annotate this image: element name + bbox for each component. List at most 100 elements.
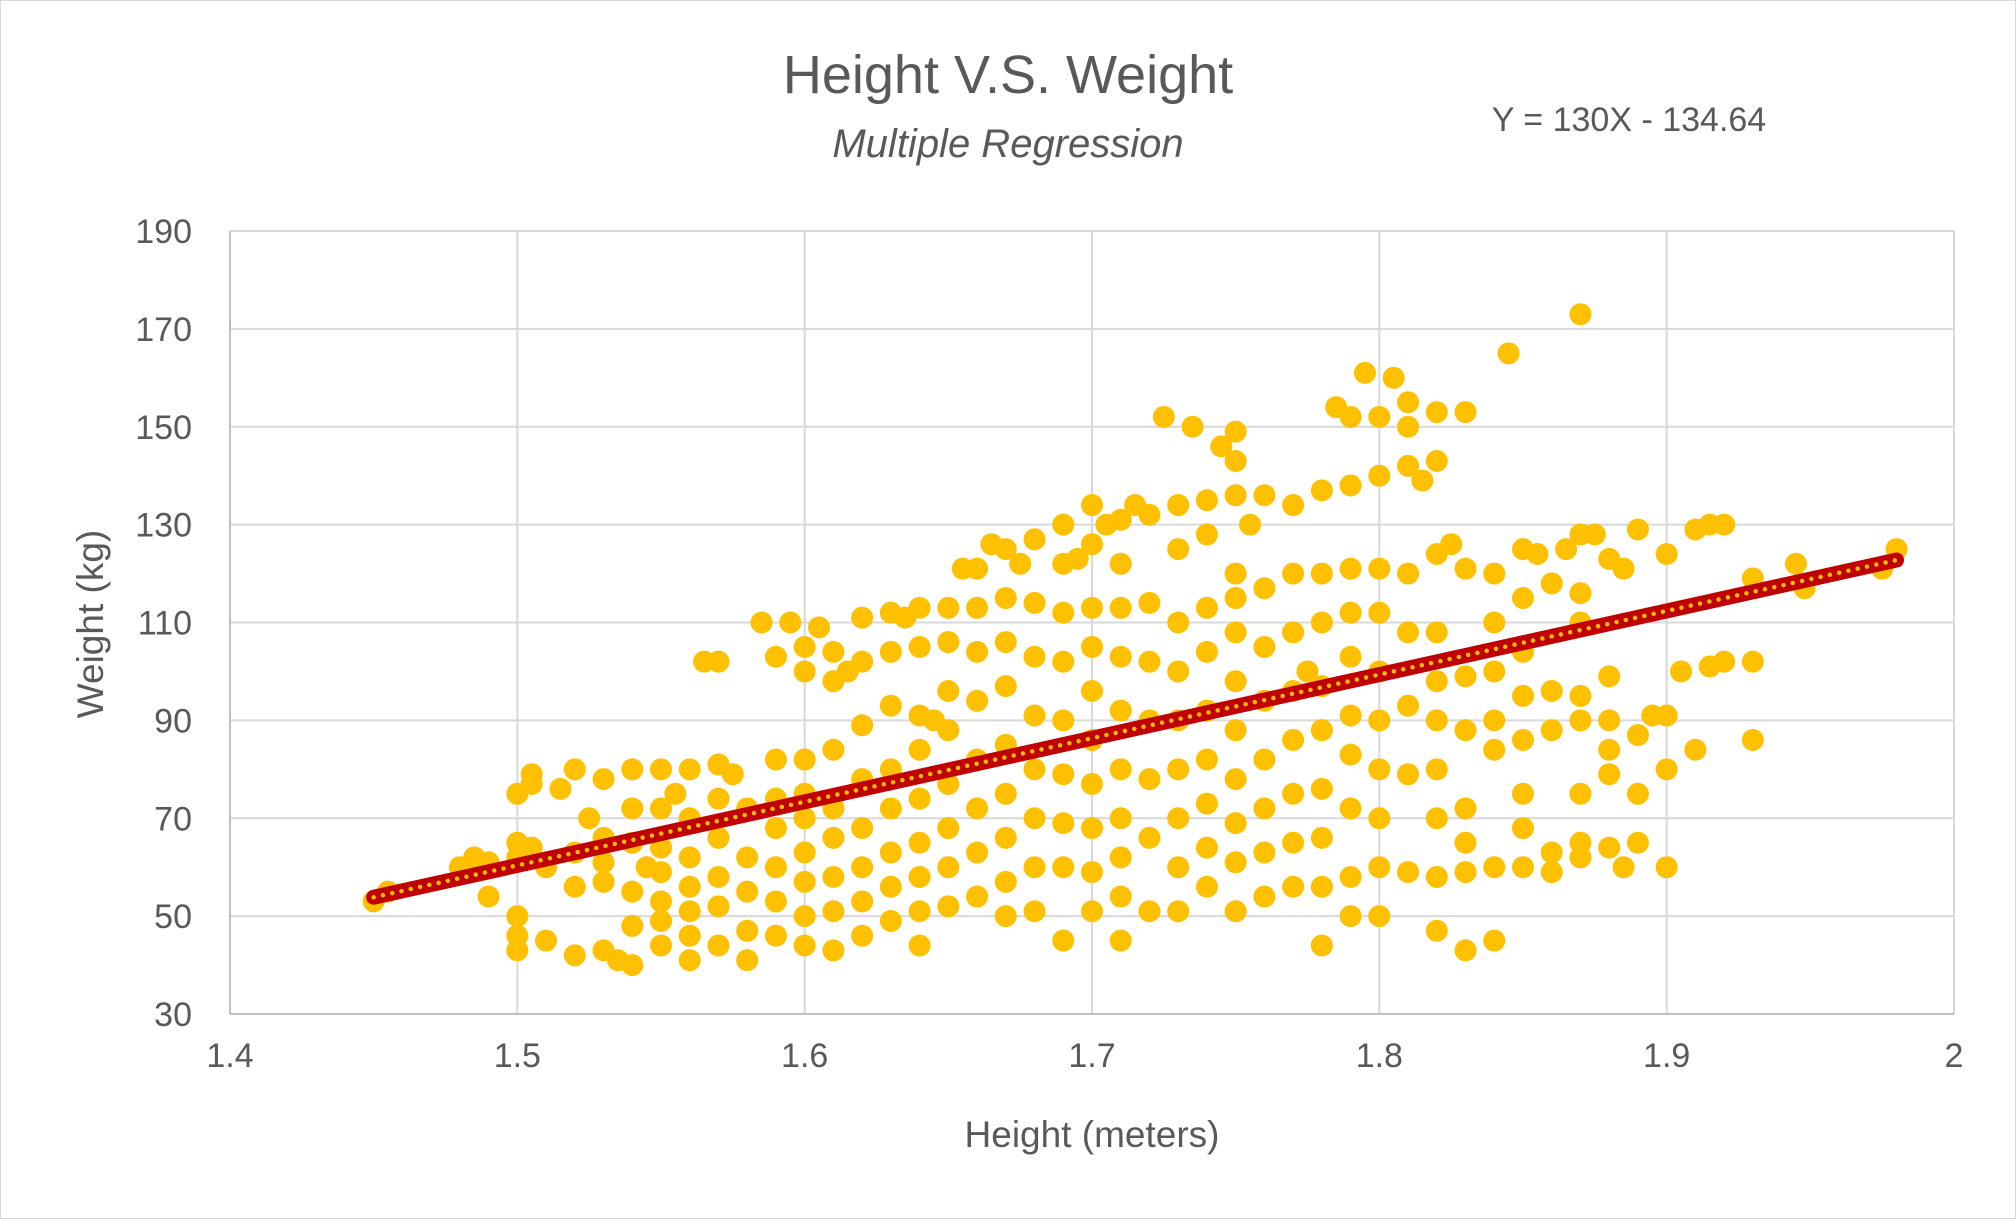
data-point [879,694,902,717]
data-point [879,841,902,864]
data-point [1310,719,1333,742]
data-point [1425,401,1448,424]
data-point [1224,587,1247,610]
data-point [994,538,1017,561]
y-axis-title: Weight (kg) [70,530,111,719]
data-point [1483,856,1506,879]
data-point [1081,680,1103,703]
data-point [1368,709,1391,732]
data-point [1195,596,1218,619]
y-tick-label: 50 [154,898,192,936]
data-point [908,738,931,761]
data-point [1195,640,1218,663]
data-point [1411,469,1434,492]
x-tick-label: 1.4 [206,1037,253,1075]
data-point [1397,694,1420,717]
data-point [994,870,1017,893]
data-point [1023,758,1046,781]
data-point [1282,621,1305,644]
data-point [1282,728,1305,751]
y-tick-label: 70 [154,800,192,838]
data-point [1483,709,1506,732]
data-point [1612,856,1635,879]
data-point [721,763,744,786]
data-point [1023,528,1046,551]
data-point [1239,513,1262,536]
data-point [678,846,701,869]
data-point [879,910,902,933]
regression-line [366,552,1905,905]
data-point [1784,552,1807,575]
data-point [1339,405,1362,428]
data-point [1512,817,1534,840]
data-point [1339,704,1362,727]
data-point [736,880,759,903]
data-point [1425,865,1448,888]
data-point [1339,645,1362,668]
data-point [1167,660,1190,683]
y-tick-label: 30 [154,996,192,1034]
data-point [1540,572,1563,595]
data-point [1138,768,1161,791]
data-point [1368,464,1391,487]
data-point [506,939,529,962]
data-point [1224,719,1247,742]
data-point [793,905,816,928]
data-point [1569,303,1592,326]
data-point [1195,523,1218,546]
x-axis-title: Height (meters) [965,1114,1220,1155]
data-point [506,905,529,928]
data-point [1167,856,1190,879]
data-point [1440,533,1463,556]
data-point [1310,562,1333,585]
data-point [1454,861,1477,884]
data-point [1425,919,1448,942]
data-point [1167,494,1190,517]
data-point [908,596,931,619]
data-point [1081,494,1103,517]
data-point [1368,758,1391,781]
data-point [1109,758,1132,781]
data-point [1684,738,1707,761]
data-point [1109,846,1132,869]
x-tick-label: 1.9 [1643,1037,1690,1075]
data-point [966,885,989,908]
data-point [1224,450,1247,473]
x-tick-label: 1.8 [1356,1037,1403,1075]
y-tick-label: 190 [135,213,192,251]
data-point [966,841,989,864]
data-point [994,675,1017,698]
data-point [678,875,701,898]
data-point [793,660,816,683]
data-point [908,635,931,658]
data-point [1253,748,1276,771]
data-point [937,680,960,703]
data-point [937,817,960,840]
data-point [678,758,701,781]
data-point [1282,782,1305,805]
data-point [1052,650,1075,673]
data-point [966,689,989,712]
data-point [908,865,931,888]
data-point [1109,929,1132,952]
data-point [1713,650,1736,673]
data-point [1540,680,1563,703]
data-point [1339,905,1362,928]
chart-subtitle: Multiple Regression [832,122,1183,166]
data-point [937,719,960,742]
data-point [1282,875,1305,898]
data-point [1483,611,1506,634]
data-point [736,919,759,942]
data-point [1009,552,1032,575]
data-point [1253,885,1276,908]
data-point [1526,542,1549,565]
data-point [1081,817,1103,840]
data-point [1224,900,1247,923]
data-point [1052,763,1075,786]
data-point [908,900,931,923]
data-point [1339,474,1362,497]
data-point [1109,508,1132,531]
data-point [1310,611,1333,634]
data-point [1540,861,1563,884]
data-point [621,914,644,937]
